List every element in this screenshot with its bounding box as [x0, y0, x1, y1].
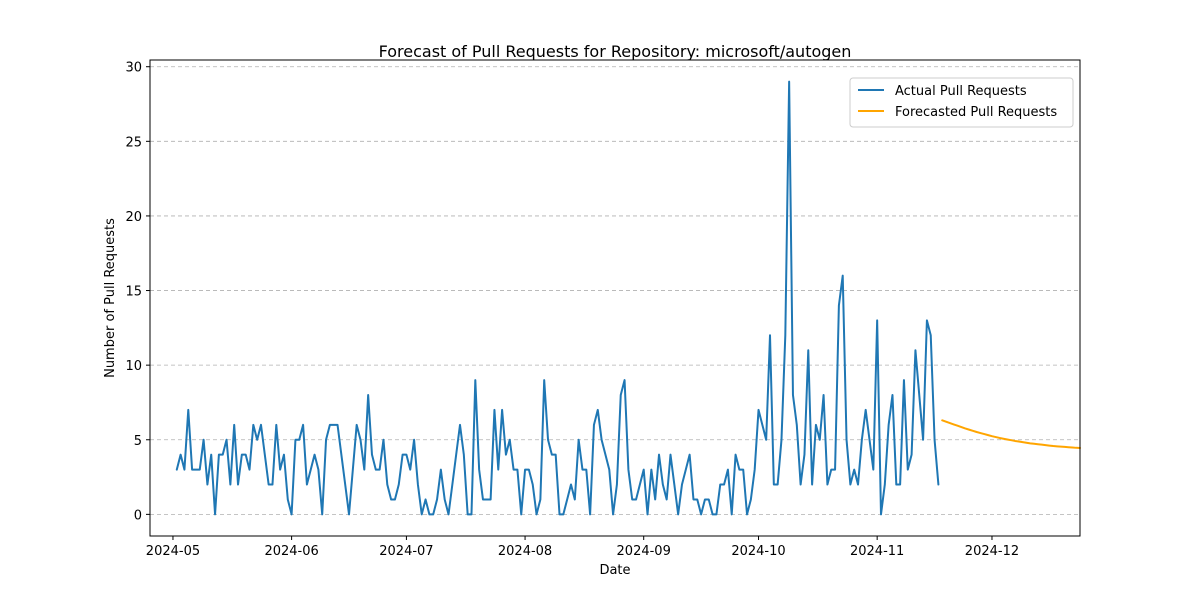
x-axis-ticks: 2024-05 2024-06 2024-07 2024-08 2024-09 2024-… — [146, 536, 1019, 559]
y-axis-title: Number of Pull Requests — [103, 218, 118, 378]
x-tick-label: 2024-10 — [731, 544, 785, 559]
plot-frame — [149, 59, 1081, 537]
x-tick-label: 2024-09 — [617, 544, 671, 559]
x-tick-label: 2024-12 — [965, 544, 1019, 559]
y-tick-label: 0 — [134, 508, 142, 523]
y-tick-label: 15 — [125, 285, 142, 300]
x-tick-label: 2024-11 — [850, 544, 904, 559]
y-tick-label: 30 — [125, 61, 142, 76]
series-line-actual — [175, 80, 940, 516]
legend: Actual Pull Requests Forecasted Pull Req… — [849, 77, 1074, 128]
y-tick-label: 20 — [125, 210, 142, 225]
y-tick-label: 10 — [125, 359, 142, 374]
x-tick-label: 2024-06 — [264, 544, 318, 559]
y-tick-label: 5 — [134, 434, 142, 449]
x-tick-label: 2024-05 — [146, 544, 200, 559]
legend-box — [849, 77, 1074, 128]
y-axis-ticks: 0 5 10 15 20 25 30 — [125, 61, 150, 523]
legend-label-forecast: Forecasted Pull Requests — [895, 105, 1057, 120]
legend-label-actual: Actual Pull Requests — [895, 84, 1027, 99]
chart-title: Forecast of Pull Requests for Repository… — [379, 42, 852, 61]
x-tick-label: 2024-07 — [379, 544, 433, 559]
x-tick-label: 2024-08 — [498, 544, 552, 559]
series-lines — [175, 80, 1081, 516]
series-line-forecast — [941, 419, 1081, 449]
y-tick-label: 25 — [125, 135, 142, 150]
x-axis-title: Date — [599, 563, 630, 578]
